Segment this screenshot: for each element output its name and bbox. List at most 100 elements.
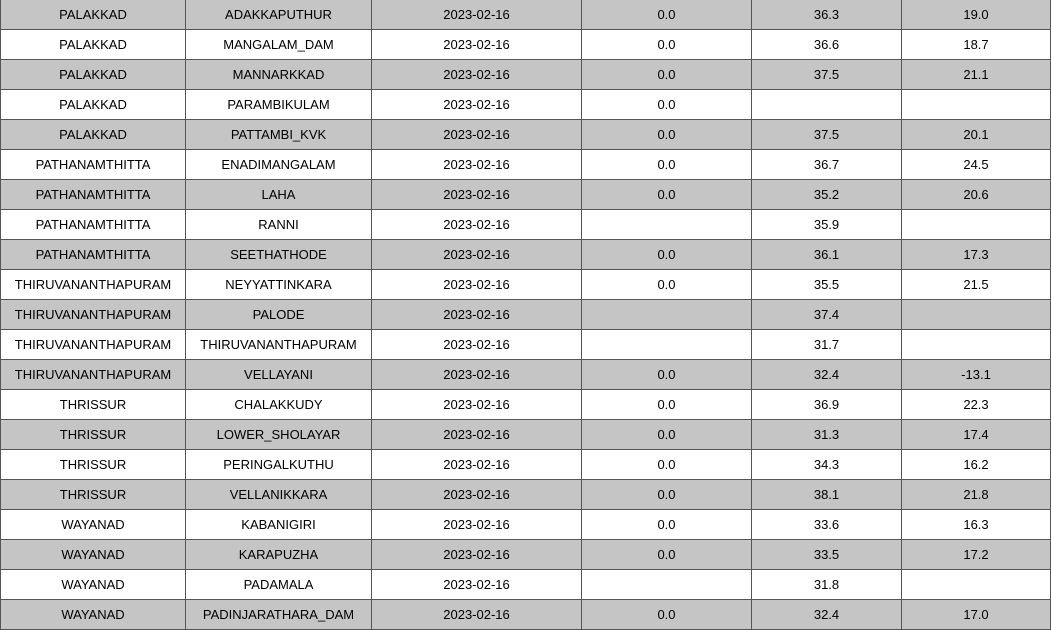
district-cell: THRISSUR — [0, 420, 186, 449]
value2-cell: 31.3 — [752, 420, 902, 449]
date-cell: 2023-02-16 — [372, 240, 582, 269]
value1-cell: 0.0 — [582, 0, 752, 29]
value1-cell — [582, 330, 752, 359]
station-cell: CHALAKKUDY — [186, 390, 372, 419]
value2-cell: 36.1 — [752, 240, 902, 269]
value2-cell: 32.4 — [752, 360, 902, 389]
date-cell: 2023-02-16 — [372, 180, 582, 209]
date-cell: 2023-02-16 — [372, 360, 582, 389]
date-cell: 2023-02-16 — [372, 570, 582, 599]
value3-cell: 21.5 — [902, 270, 1051, 299]
value3-cell: 17.0 — [902, 600, 1051, 629]
value2-cell: 36.7 — [752, 150, 902, 179]
station-cell: ADAKKAPUTHUR — [186, 0, 372, 29]
value3-cell: 17.2 — [902, 540, 1051, 569]
date-cell: 2023-02-16 — [372, 30, 582, 59]
value3-cell: 19.0 — [902, 0, 1051, 29]
station-cell: KARAPUZHA — [186, 540, 372, 569]
date-cell: 2023-02-16 — [372, 120, 582, 149]
station-cell: PALODE — [186, 300, 372, 329]
value2-cell: 32.4 — [752, 600, 902, 629]
station-cell: MANNARKKAD — [186, 60, 372, 89]
table-row: PALAKKADADAKKAPUTHUR2023-02-160.036.319.… — [0, 0, 1051, 30]
date-cell: 2023-02-16 — [372, 480, 582, 509]
district-cell: PALAKKAD — [0, 90, 186, 119]
value1-cell: 0.0 — [582, 600, 752, 629]
value1-cell: 0.0 — [582, 360, 752, 389]
value1-cell: 0.0 — [582, 450, 752, 479]
table-row: PALAKKADMANNARKKAD2023-02-160.037.521.1 — [0, 60, 1051, 90]
table-row: PATHANAMTHITTALAHA2023-02-160.035.220.6 — [0, 180, 1051, 210]
district-cell: PALAKKAD — [0, 30, 186, 59]
value3-cell — [902, 570, 1051, 599]
value2-cell: 37.5 — [752, 60, 902, 89]
value1-cell: 0.0 — [582, 150, 752, 179]
table-row: WAYANADKARAPUZHA2023-02-160.033.517.2 — [0, 540, 1051, 570]
value2-cell: 36.3 — [752, 0, 902, 29]
table-row: PATHANAMTHITTAENADIMANGALAM2023-02-160.0… — [0, 150, 1051, 180]
district-cell: THIRUVANANTHAPURAM — [0, 300, 186, 329]
value1-cell: 0.0 — [582, 120, 752, 149]
value1-cell — [582, 210, 752, 239]
weather-data-table: PALAKKADADAKKAPUTHUR2023-02-160.036.319.… — [0, 0, 1051, 630]
station-cell: KABANIGIRI — [186, 510, 372, 539]
station-cell: THIRUVANANTHAPURAM — [186, 330, 372, 359]
table-row: WAYANADPADINJARATHARA_DAM2023-02-160.032… — [0, 600, 1051, 630]
value3-cell — [902, 300, 1051, 329]
value1-cell: 0.0 — [582, 420, 752, 449]
value2-cell: 34.3 — [752, 450, 902, 479]
value3-cell: 18.7 — [902, 30, 1051, 59]
table-row: PALAKKADPATTAMBI_KVK2023-02-160.037.520.… — [0, 120, 1051, 150]
value2-cell — [752, 90, 902, 119]
district-cell: PATHANAMTHITTA — [0, 150, 186, 179]
value3-cell — [902, 210, 1051, 239]
station-cell: PADAMALA — [186, 570, 372, 599]
table-row: PATHANAMTHITTARANNI2023-02-1635.9 — [0, 210, 1051, 240]
value2-cell: 35.9 — [752, 210, 902, 239]
station-cell: MANGALAM_DAM — [186, 30, 372, 59]
value1-cell: 0.0 — [582, 180, 752, 209]
district-cell: WAYANAD — [0, 570, 186, 599]
station-cell: LAHA — [186, 180, 372, 209]
date-cell: 2023-02-16 — [372, 0, 582, 29]
value3-cell — [902, 330, 1051, 359]
value1-cell — [582, 570, 752, 599]
district-cell: PALAKKAD — [0, 60, 186, 89]
value2-cell: 35.5 — [752, 270, 902, 299]
table-row: PATHANAMTHITTASEETHATHODE2023-02-160.036… — [0, 240, 1051, 270]
value3-cell: 17.4 — [902, 420, 1051, 449]
date-cell: 2023-02-16 — [372, 390, 582, 419]
date-cell: 2023-02-16 — [372, 150, 582, 179]
table-row: THRISSURPERINGALKUTHU2023-02-160.034.316… — [0, 450, 1051, 480]
value3-cell: 16.2 — [902, 450, 1051, 479]
value2-cell: 38.1 — [752, 480, 902, 509]
value2-cell: 33.5 — [752, 540, 902, 569]
value1-cell: 0.0 — [582, 540, 752, 569]
value3-cell: 22.3 — [902, 390, 1051, 419]
table-row: WAYANADPADAMALA2023-02-16 31.8 — [0, 570, 1051, 600]
table-row: THIRUVANANTHAPURAMTHIRUVANANTHAPURAM2023… — [0, 330, 1051, 360]
value1-cell: 0.0 — [582, 480, 752, 509]
value3-cell: 20.1 — [902, 120, 1051, 149]
date-cell: 2023-02-16 — [372, 600, 582, 629]
date-cell: 2023-02-16 — [372, 540, 582, 569]
district-cell: PATHANAMTHITTA — [0, 180, 186, 209]
value3-cell: 24.5 — [902, 150, 1051, 179]
value2-cell: 33.6 — [752, 510, 902, 539]
value1-cell: 0.0 — [582, 390, 752, 419]
value1-cell: 0.0 — [582, 60, 752, 89]
district-cell: WAYANAD — [0, 540, 186, 569]
district-cell: THIRUVANANTHAPURAM — [0, 360, 186, 389]
value2-cell: 37.5 — [752, 120, 902, 149]
district-cell: PATHANAMTHITTA — [0, 240, 186, 269]
station-cell: VELLANIKKARA — [186, 480, 372, 509]
value2-cell: 36.9 — [752, 390, 902, 419]
district-cell: PALAKKAD — [0, 120, 186, 149]
value2-cell: 31.8 — [752, 570, 902, 599]
table-row: THRISSURLOWER_SHOLAYAR2023-02-160.031.31… — [0, 420, 1051, 450]
value3-cell — [902, 90, 1051, 119]
value3-cell: 20.6 — [902, 180, 1051, 209]
date-cell: 2023-02-16 — [372, 450, 582, 479]
date-cell: 2023-02-16 — [372, 60, 582, 89]
station-cell: RANNI — [186, 210, 372, 239]
